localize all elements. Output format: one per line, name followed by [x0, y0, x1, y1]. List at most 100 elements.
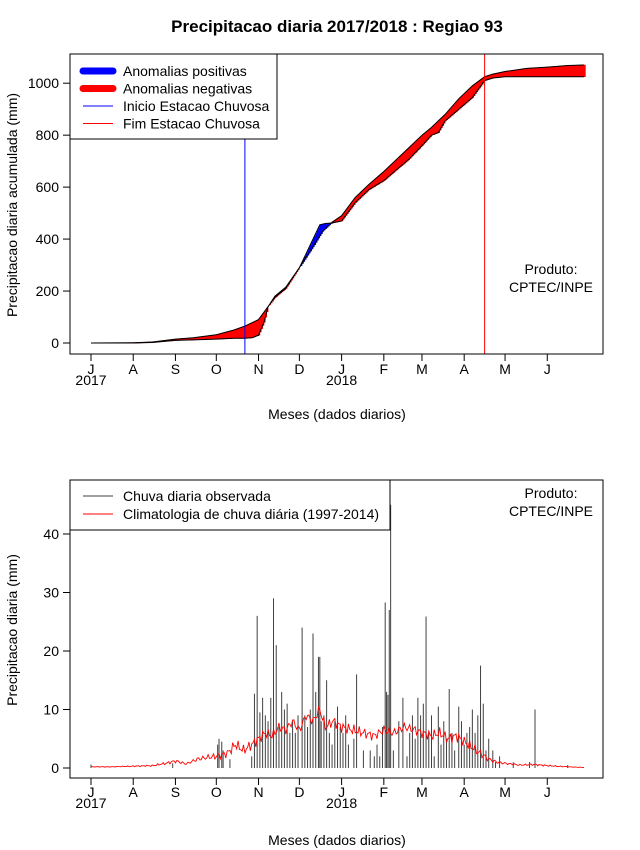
top-y-tick-label-4: 800	[36, 127, 60, 143]
negative-anomaly-slice-194	[391, 163, 394, 174]
negative-anomaly-slice-185	[379, 174, 382, 184]
top-legend-label-1: Anomalias negativas	[123, 81, 252, 97]
bottom-x-tick-label-0: J	[88, 784, 95, 800]
daily-chart-legend: Chuva diaria observada Climatologia de ch…	[69, 479, 391, 531]
top-legend-label-2: Inicio Estacao Chuvosa	[123, 98, 270, 114]
negative-anomaly-slice-245	[461, 95, 464, 108]
negative-anomaly-slice-242	[457, 100, 460, 111]
chart-title: Precipitacao diaria 2017/2018 : Regiao 9…	[171, 17, 503, 36]
negative-anomaly-slice-184	[378, 175, 381, 185]
negative-anomaly-slice-250	[467, 89, 470, 102]
negative-anomaly-slice-240	[454, 103, 457, 113]
negative-anomaly-slice-210	[413, 142, 416, 155]
top-y-tick-label-2: 400	[36, 231, 60, 247]
top-x-tick-label-0: J	[88, 361, 95, 377]
negative-anomaly-slice-233	[444, 114, 447, 122]
negative-anomaly-slice-187	[382, 172, 385, 182]
top-legend-label-0: Anomalias positivas	[123, 63, 247, 79]
top-product-source: CPTEC/INPE	[509, 279, 593, 295]
negative-anomaly-slice-252	[470, 86, 473, 99]
climatology-daily-line	[90, 705, 585, 768]
top-x-axis-label: Meses (dados diarios)	[268, 406, 406, 422]
negative-anomaly-slice-203	[403, 151, 406, 164]
negative-anomaly-slice-218	[424, 132, 427, 143]
negative-anomaly-slice-217	[423, 133, 425, 145]
top-x-tick-label-9: A	[460, 361, 470, 377]
negative-anomaly-slice-180	[372, 180, 375, 188]
negative-anomaly-slice-197	[395, 159, 398, 171]
daily-chart-data	[90, 504, 585, 768]
negative-anomaly-slice-249	[466, 90, 469, 103]
negative-anomaly-slice-202	[402, 153, 405, 165]
top-x-tick-label-5: D	[294, 361, 304, 377]
bottom-y-tick-label-4: 40	[43, 526, 59, 542]
bottom-y-tick-label-0: 0	[51, 760, 59, 776]
bottom-year-label-1: 2018	[326, 795, 357, 811]
top-y-axis-label: Precipitacao diaria acumulada (mm)	[4, 93, 20, 317]
bottom-x-tick-label-8: M	[416, 784, 428, 800]
negative-anomaly-slice-243	[458, 98, 461, 110]
negative-anomaly-slice-121	[258, 319, 261, 336]
negative-anomaly-slice-204	[405, 150, 408, 163]
top-x-tick-label-7: F	[380, 361, 389, 377]
negative-anomaly-slice-199	[398, 156, 401, 169]
negative-anomaly-slice-244	[459, 97, 462, 109]
negative-anomaly-slice-190	[386, 168, 389, 179]
top-product-label: Produto:	[525, 261, 578, 277]
top-x-tick-label-6: J	[338, 361, 345, 377]
climatology-accumulated-line	[90, 64, 585, 344]
top-x-tick-label-3: O	[211, 361, 222, 377]
negative-anomaly-slice-221	[428, 129, 431, 139]
negative-anomaly-slice-235	[447, 110, 450, 119]
top-x-tick-label-11: J	[544, 361, 551, 377]
top-x-tick-label-8: M	[416, 361, 428, 377]
negative-anomaly-slice-237	[450, 107, 453, 117]
bottom-x-tick-label-10: M	[499, 784, 511, 800]
negative-anomaly-slice-183	[376, 177, 379, 186]
negative-anomaly-slice-212	[416, 140, 419, 152]
negative-anomaly-slice-195	[393, 162, 396, 173]
negative-anomaly-slice-335	[583, 64, 586, 78]
bottom-product-source: CPTEC/INPE	[509, 503, 593, 519]
negative-anomaly-slice-198	[397, 158, 400, 170]
negative-anomaly-slice-234	[446, 112, 449, 121]
negative-anomaly-slice-201	[401, 154, 404, 166]
bottom-y-tick-label-2: 20	[43, 643, 59, 659]
negative-anomaly-slice-216	[421, 134, 424, 146]
bottom-x-tick-label-9: A	[460, 784, 470, 800]
negative-anomaly-slice-200	[399, 155, 402, 167]
negative-anomaly-slice-247	[463, 93, 466, 105]
bottom-x-tick-label-5: D	[294, 784, 304, 800]
bottom-x-tick-label-2: S	[171, 784, 180, 800]
negative-anomaly-slice-238	[451, 106, 454, 116]
negative-anomaly-slice-214	[418, 137, 421, 149]
bottom-legend-label-1: Climatologia de chuva diária (1997-2014)	[123, 506, 379, 522]
negative-anomaly-slice-182	[375, 178, 378, 186]
bottom-x-tick-label-1: A	[129, 784, 139, 800]
top-year-label-0: 2017	[75, 372, 106, 388]
bottom-x-tick-label-4: N	[253, 784, 263, 800]
bottom-x-tick-label-3: O	[211, 784, 222, 800]
negative-anomaly-slice-251	[469, 88, 472, 101]
negative-anomaly-slice-239	[452, 104, 455, 115]
negative-anomaly-slice-255	[474, 83, 477, 95]
observed-accumulated-line	[91, 76, 584, 344]
negative-anomaly-slice-177	[368, 184, 371, 191]
top-x-tick-label-4: N	[253, 361, 263, 377]
bottom-x-tick-label-7: F	[380, 784, 389, 800]
negative-anomaly-slice-246	[462, 94, 465, 106]
top-plot-frame	[69, 53, 604, 355]
top-x-tick-label-1: A	[129, 361, 139, 377]
negative-anomaly-slice-228	[438, 120, 440, 133]
top-y-tick-label-5: 1000	[28, 75, 59, 91]
negative-anomaly-slice-213	[417, 138, 420, 151]
negative-anomaly-slice-236	[448, 109, 451, 118]
bottom-product-label: Produto:	[525, 485, 578, 501]
negative-anomaly-slice-241	[455, 101, 458, 112]
negative-anomaly-slice-248	[465, 91, 468, 104]
negative-anomaly-slice-191	[387, 167, 390, 178]
bottom-x-tick-label-6: J	[338, 784, 345, 800]
bottom-x-tick-label-11: J	[544, 784, 551, 800]
negative-anomaly-slice-208	[410, 145, 413, 158]
